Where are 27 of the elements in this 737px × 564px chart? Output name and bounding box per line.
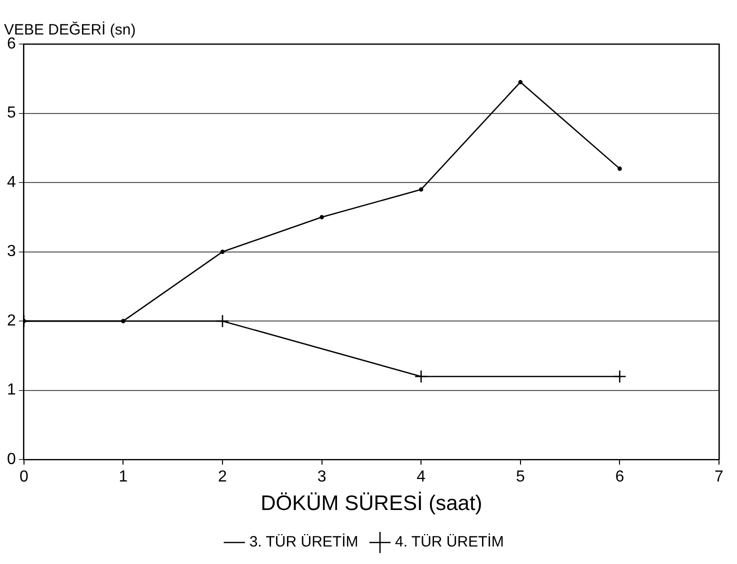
x-tick-label: 7 [714,468,724,486]
point [618,166,622,171]
y-tick-label: 0 [6,451,16,468]
point [121,318,126,324]
legend-label: 4. TÜR ÜRETİM [395,532,504,551]
y-tick-label: 3 [6,243,16,260]
y-tick-label: 6 [6,35,16,52]
y-tick-label: 5 [6,104,16,122]
legend-label: 3. TÜR ÜRETİM [249,532,358,551]
x-tick-label: 6 [615,468,624,486]
x-tick-label: 4 [416,468,426,486]
x-axis-title: DÖKÜM SÜRESİ (saat) [260,491,482,516]
x-tick-label: 1 [118,468,128,486]
x-tick-label: 5 [516,468,525,486]
point [220,250,225,254]
point [518,80,523,84]
x-tick-label: 3 [317,468,326,486]
point [320,215,324,220]
x-tick-label: 0 [19,468,28,486]
point [216,314,230,328]
point [418,187,424,192]
point [613,370,626,384]
x-tick-label: 2 [218,468,228,486]
y-tick-label: 2 [6,312,16,330]
y-tick-label: 1 [6,382,16,399]
point [414,370,428,384]
y-tick-label: 4 [6,174,16,191]
